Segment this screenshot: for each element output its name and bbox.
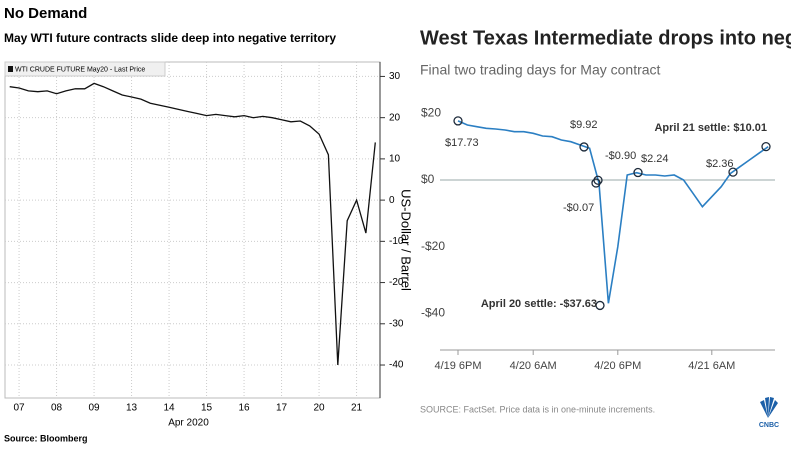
right-source: SOURCE: FactSet. Price data is in one-mi… bbox=[420, 404, 655, 414]
left-title: No Demand bbox=[4, 5, 87, 22]
annotation-marker bbox=[579, 142, 589, 152]
y-tick-label: 0 bbox=[389, 195, 395, 206]
x-tick-label: 07 bbox=[14, 403, 26, 414]
cnbc-logo: CNBC bbox=[759, 397, 779, 429]
x-tick-label: 17 bbox=[276, 403, 288, 414]
x-tick-label: 13 bbox=[126, 403, 138, 414]
left-source: Source: Bloomberg bbox=[4, 433, 88, 443]
legend-box bbox=[4, 61, 166, 77]
y-tick-label: 30 bbox=[389, 71, 401, 82]
annotation-label: $9.92 bbox=[570, 119, 598, 131]
x-tick-label: 08 bbox=[51, 403, 63, 414]
annotation-marker bbox=[595, 300, 605, 311]
y-tick-label: -30 bbox=[389, 318, 404, 329]
annotation-label: $2.24 bbox=[641, 153, 669, 165]
logo-peacock bbox=[760, 397, 778, 418]
annotation-label: -$0.90 bbox=[605, 150, 636, 162]
left-subtitle: May WTI future contracts slide deep into… bbox=[4, 31, 336, 45]
y-tick-label: $0 bbox=[421, 172, 435, 186]
x-tick-label: 4/20 6AM bbox=[510, 360, 557, 372]
annotation-label: April 21 settle: $10.01 bbox=[654, 122, 767, 134]
y-tick-label: -10 bbox=[389, 236, 404, 247]
y-tick-label: -$20 bbox=[421, 239, 445, 253]
right-title: West Texas Intermediate drops into negat… bbox=[420, 27, 791, 49]
right-subtitle: Final two trading days for May contract bbox=[420, 62, 661, 78]
annotation-marker bbox=[633, 167, 643, 178]
x-tick-label: 16 bbox=[239, 403, 251, 414]
y-tick-label: 20 bbox=[389, 112, 401, 123]
x-tick-label: 09 bbox=[89, 403, 101, 414]
y-tick-label: -40 bbox=[389, 360, 404, 371]
x-tick-label: 14 bbox=[164, 403, 176, 414]
y-tick-label: -20 bbox=[389, 277, 404, 288]
x-tick-label: 4/21 6AM bbox=[688, 360, 735, 372]
y-tick-label: -$40 bbox=[421, 306, 445, 320]
price-line bbox=[9, 82, 376, 366]
x-tick-label: 4/20 6PM bbox=[594, 360, 641, 372]
x-tick-label: 4/19 6PM bbox=[434, 360, 481, 372]
x-tick-label: 20 bbox=[314, 403, 326, 414]
annotation-marker bbox=[593, 175, 603, 185]
y-tick-label: $20 bbox=[421, 106, 441, 120]
annotation-label: -$0.07 bbox=[563, 202, 594, 214]
annotation-label: $2.36 bbox=[706, 158, 734, 170]
legend-label: WTI CRUDE FUTURE May20 - Last Price bbox=[15, 66, 145, 73]
annotation-label: April 20 settle: -$37.63 bbox=[481, 298, 597, 310]
annotation-marker bbox=[761, 141, 771, 152]
annotation-marker bbox=[453, 116, 463, 126]
annotation-label: $17.73 bbox=[445, 137, 479, 149]
x-tick-label: 15 bbox=[201, 403, 213, 414]
x-axis-label: Apr 2020 bbox=[168, 418, 209, 429]
y-axis-label: US-Dollar / Barrel bbox=[399, 189, 414, 291]
x-tick-label: 21 bbox=[351, 403, 363, 414]
y-tick-label: 10 bbox=[389, 154, 401, 165]
annotation-marker bbox=[728, 167, 738, 177]
price-line bbox=[457, 120, 769, 304]
annotation-marker bbox=[591, 178, 601, 188]
logo-text: CNBC bbox=[759, 422, 779, 429]
legend-swatch bbox=[8, 66, 13, 72]
